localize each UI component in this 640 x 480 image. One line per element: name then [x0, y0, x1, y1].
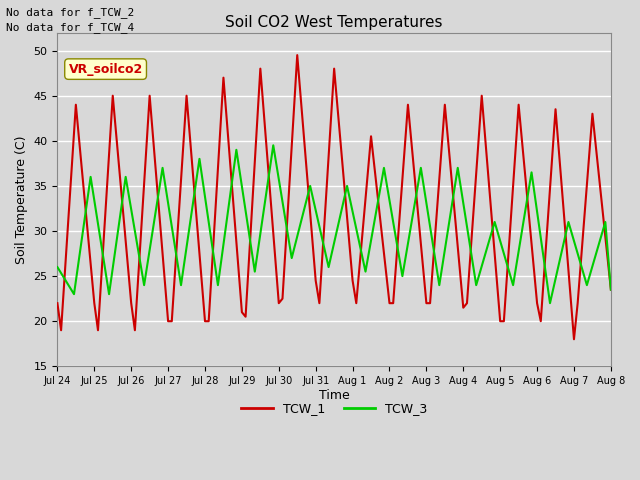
Text: No data for f_TCW_2: No data for f_TCW_2: [6, 7, 134, 18]
Text: VR_soilco2: VR_soilco2: [68, 62, 143, 76]
Text: No data for f_TCW_4: No data for f_TCW_4: [6, 22, 134, 33]
Legend: TCW_1, TCW_3: TCW_1, TCW_3: [236, 397, 432, 420]
Y-axis label: Soil Temperature (C): Soil Temperature (C): [15, 135, 28, 264]
X-axis label: Time: Time: [319, 389, 349, 402]
Title: Soil CO2 West Temperatures: Soil CO2 West Temperatures: [225, 15, 443, 30]
